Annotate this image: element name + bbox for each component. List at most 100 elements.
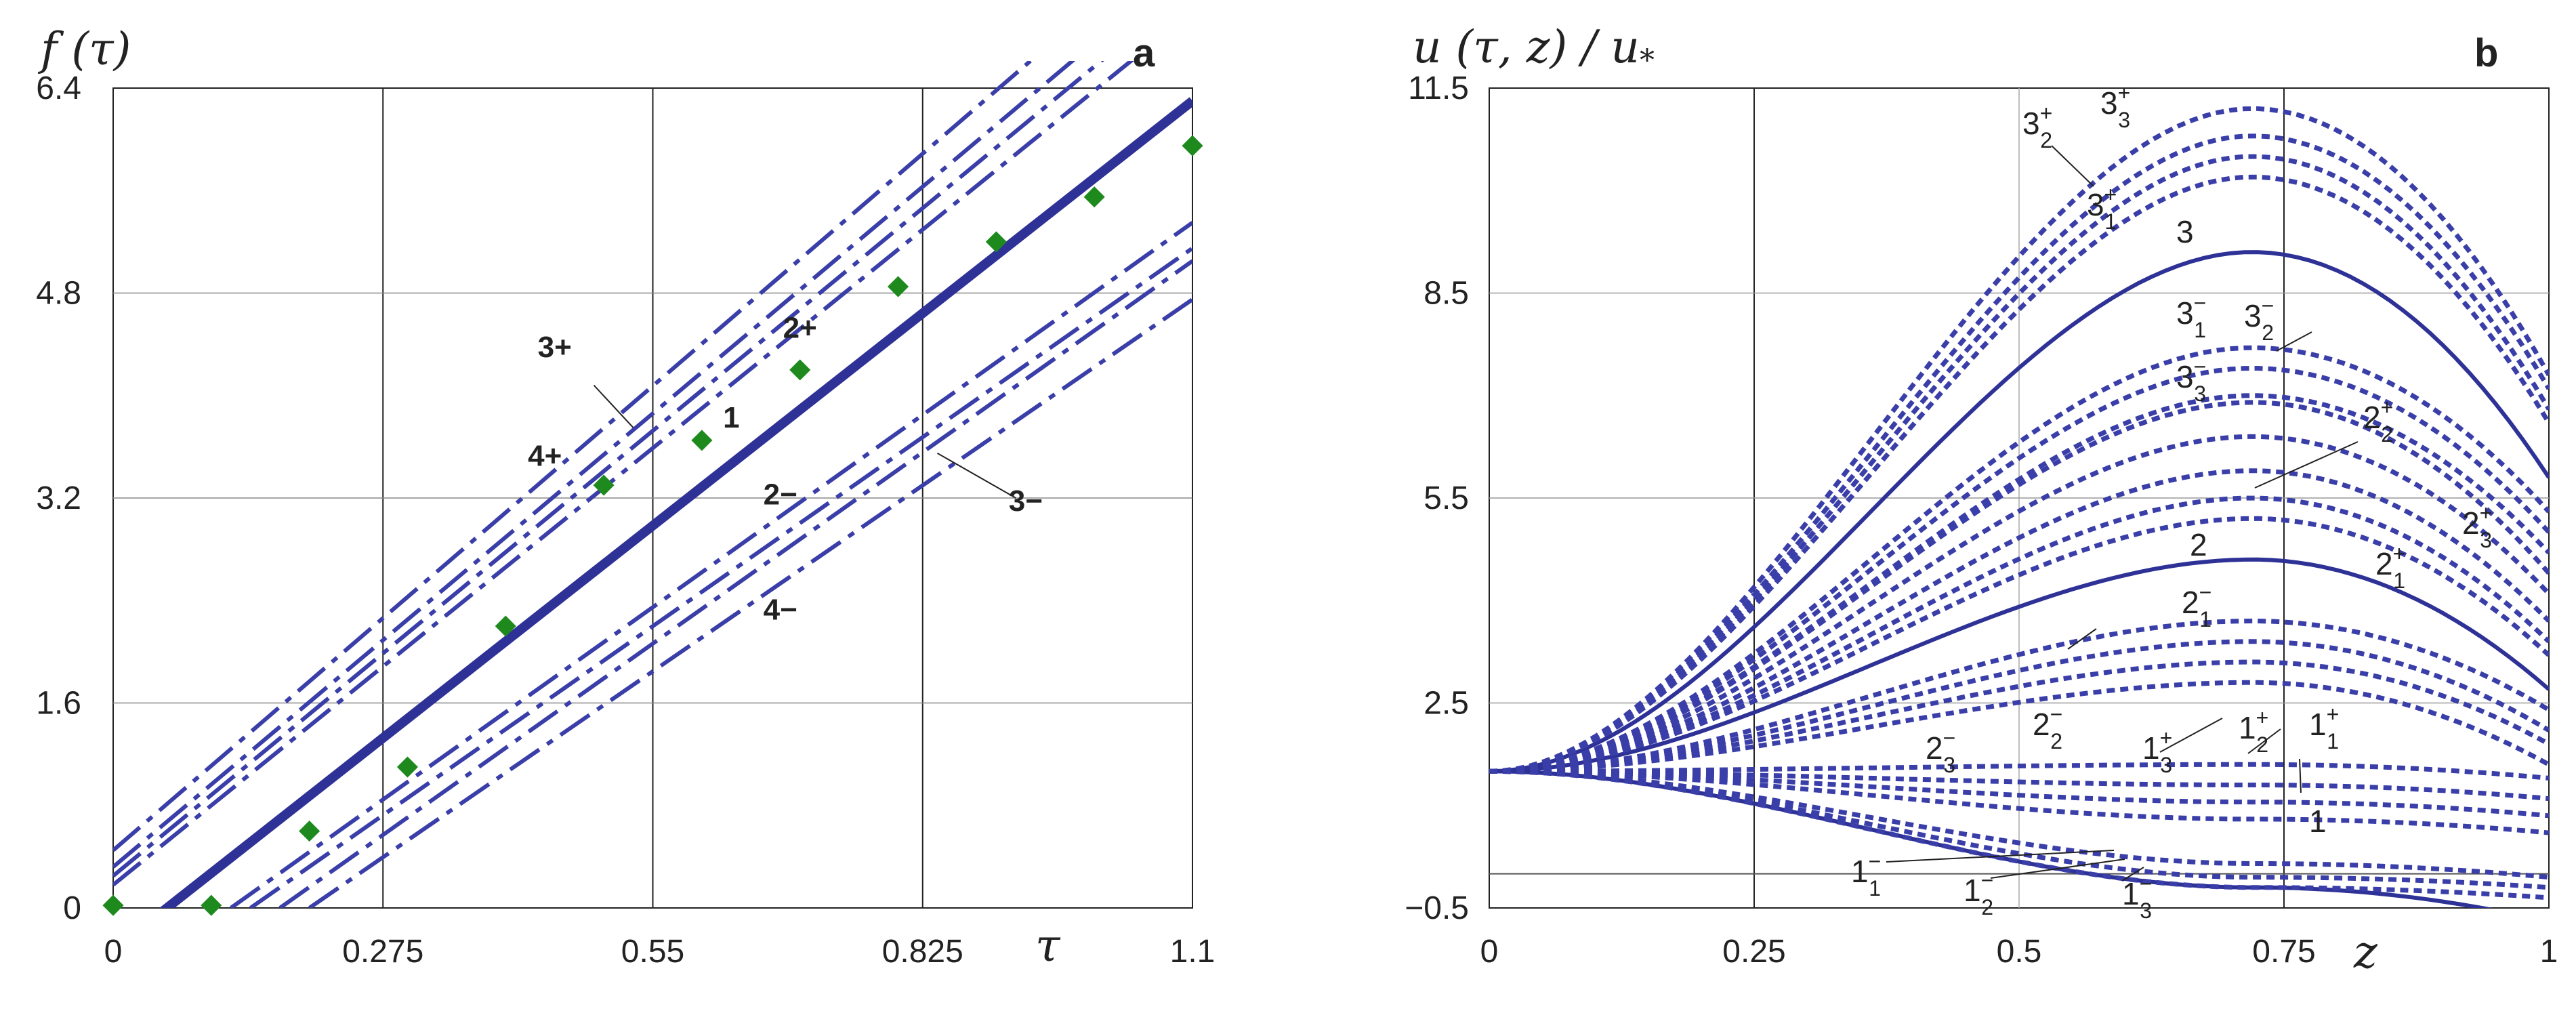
- panel-b-series-line: [1489, 400, 2549, 774]
- panel-b-curve-label-main: 3: [2100, 85, 2118, 121]
- panel-b-y-tick-label: 8.5: [1424, 276, 1469, 312]
- panel-b-curve-label-sup: −: [2140, 871, 2153, 896]
- panel-a-series-line: [230, 221, 1192, 908]
- panel-b-label-leader: [2067, 628, 2097, 650]
- panel-b-series-line: [1489, 680, 2549, 774]
- panel-b-y-axis-title: u (τ, z) / u*: [1413, 21, 1655, 78]
- panel-b-chart: 0 0.25 0.5 0.75 1−0.52.55.58.511.5 3+ 33+ 23+ 1…: [1405, 21, 2558, 978]
- panel-a-label-leader: [936, 452, 1016, 499]
- panel-b-y-tick-label: −0.5: [1405, 890, 1469, 926]
- panel-b-curve-label-main: 3: [2022, 106, 2040, 141]
- panel-b-curve-label-sup: −: [1981, 868, 1994, 892]
- panel-b-series-line: [1489, 250, 2549, 774]
- panel-b-curve-label: 2− 2: [2033, 702, 2062, 753]
- panel-a-x-tick-label: 1.1: [1170, 934, 1216, 970]
- panel-a-chart: 0 0.275 0.55 0.825 1.1 0 1.6 3.2 4.8 6.4 3+ 4+ 1 2+ 2…: [36, 23, 1216, 972]
- panel-a-curve-label: 1: [723, 401, 739, 434]
- panel-b-x-axis-title: z: [2353, 926, 2378, 978]
- panel-a-series-line: [113, 61, 1034, 852]
- panel-b-curve-label-main: 3: [2176, 214, 2194, 249]
- panel-a-data-marker: [887, 276, 909, 297]
- panel-b-curve-label-main: 2: [2375, 546, 2393, 581]
- panel-b-series-line: [1489, 516, 2549, 774]
- panel-a-curve-label: 3−: [1009, 484, 1043, 518]
- panel-b-curve-label: 3− 1: [2176, 291, 2206, 342]
- panel-b-curve-label: 3+ 1: [2087, 182, 2117, 234]
- panel-b-curve-label-sup: +: [2327, 702, 2340, 726]
- panel-b-curve-label-main: 3: [2176, 295, 2194, 331]
- panel-b-curve-label-sub: 3: [2160, 753, 2172, 777]
- panel-a-data-marker: [201, 894, 222, 916]
- panel-a-series: [113, 61, 1192, 908]
- panel-b-series-line: [1489, 468, 2549, 774]
- panel-b-series-line: [1489, 639, 2549, 774]
- panel-a-x-tick-label: 0.825: [882, 934, 963, 970]
- panel-b-x-tick-label: 0.5: [1997, 934, 2042, 970]
- panel-a-data-marker: [1083, 186, 1105, 208]
- panel-b-tick-labels: 0 0.25 0.5 0.75 1 −0.5 2.5 5.5 8.5 11.5: [1405, 70, 2558, 970]
- panel-b-curve-labels: 3+ 33+ 23+ 1 33− 1 3− 23− 32+ 22+ 32+ 122− 12− 22− 3 1+…: [1851, 81, 2492, 923]
- panel-b-curve-label: 2− 1: [2182, 580, 2211, 631]
- panel-b-curve-label-sub: 2: [1981, 895, 1993, 919]
- panel-b-curve-label-sup: −: [1869, 849, 1882, 873]
- panel-a-grid: [112, 87, 1193, 909]
- panel-a-y-tick-label: 6.4: [36, 70, 81, 106]
- panel-b-y-axis-title-sub: *: [1640, 43, 1655, 78]
- panel-a-data-marker: [102, 894, 124, 916]
- panel-a-y-tick-label: 1.6: [36, 686, 81, 722]
- panel-b-curve-label: 3− 2: [2244, 293, 2274, 345]
- panel-b-curve-label-sub: 3: [2118, 108, 2130, 132]
- panel-a-data-marker: [396, 756, 419, 778]
- panel-b-curve-label: 2: [2190, 527, 2207, 562]
- panel-a-curve-label: 2−: [764, 478, 797, 511]
- panel-a-label-leader: [593, 384, 634, 428]
- panel-b-series-line: [1489, 618, 2549, 774]
- panel-a-series-line: [113, 61, 1104, 878]
- panel-b-curve-label: 2+ 2: [2363, 395, 2393, 447]
- panel-b-label-leader: [2121, 867, 2144, 882]
- panel-b-x-tick-label: 0.75: [2252, 934, 2315, 970]
- panel-b-curve-label-sup: −: [2194, 354, 2207, 379]
- panel-a-y-axis-title: f (τ): [37, 23, 131, 75]
- panel-b-curve-label-sub: 3: [2480, 528, 2492, 552]
- panel-b-y-tick-label: 2.5: [1424, 686, 1469, 722]
- panel-a-y-tick-label: 3.2: [36, 480, 81, 516]
- panel-b-curve-label-sub: 2: [2050, 729, 2062, 753]
- panel-b-curve-label-sub: 1: [2393, 568, 2405, 593]
- panel-b-label-leader: [2276, 331, 2312, 352]
- panel-b-curve-label-sub: 1: [2104, 209, 2117, 234]
- panel-b-label-leader: [2159, 718, 2223, 753]
- panel-b-curve-label-sup: +: [2480, 501, 2493, 525]
- panel-b-label-leader: [2051, 145, 2094, 187]
- panel-b-curve-label: 3+ 3: [2100, 81, 2130, 132]
- panel-a-x-tick-label: 0.55: [621, 934, 684, 970]
- panel-a-data-marker: [1182, 135, 1203, 157]
- panel-b-series-line: [1489, 762, 2549, 781]
- panel-b-label-leader: [2254, 441, 2359, 489]
- panel-b-curve-label-sup: +: [2256, 705, 2269, 730]
- panel-b-curve-label-sup: −: [2262, 293, 2274, 318]
- panel-b-curve-label: 3: [2176, 214, 2194, 249]
- panel-b-curve-label-main: 1: [2142, 730, 2160, 766]
- panel-a-series-line: [159, 97, 1192, 908]
- panel-b-series-line: [1489, 495, 2549, 774]
- panel-b-curve-label-main: 3: [2244, 298, 2262, 333]
- panel-b-curve-label-sup: −: [2199, 580, 2212, 604]
- panel-b-curve-label-main: 1: [2309, 707, 2327, 742]
- panel-b-curve-label-sub: 3: [2194, 381, 2206, 406]
- panel-b-curve-label: 1+ 3: [2142, 726, 2172, 777]
- panel-b-series-line: [1489, 365, 2549, 774]
- panel-b-curve-label: 2+ 3: [2462, 501, 2492, 552]
- panel-b-series-line: [1489, 768, 2549, 900]
- panel-a-series-line: [113, 61, 1135, 887]
- panel-a-series-line: [278, 259, 1192, 908]
- panel-b-curve-label-main: 1: [1964, 873, 1981, 908]
- panel-b-curve-label-main: 1: [2122, 876, 2140, 911]
- panel-b-curve-label-sub: 2: [2262, 320, 2274, 345]
- panel-b-curve-label-sub: 1: [2199, 607, 2211, 631]
- panel-b-y-axis-title-main: u (τ, z) / u: [1413, 21, 1640, 73]
- panel-b-curve-label-sub: 3: [2140, 898, 2152, 923]
- panel-b-series: [1489, 106, 2549, 908]
- panel-a-curve-label: 2+: [783, 312, 817, 345]
- panel-a-y-tick-label: 4.8: [36, 276, 81, 312]
